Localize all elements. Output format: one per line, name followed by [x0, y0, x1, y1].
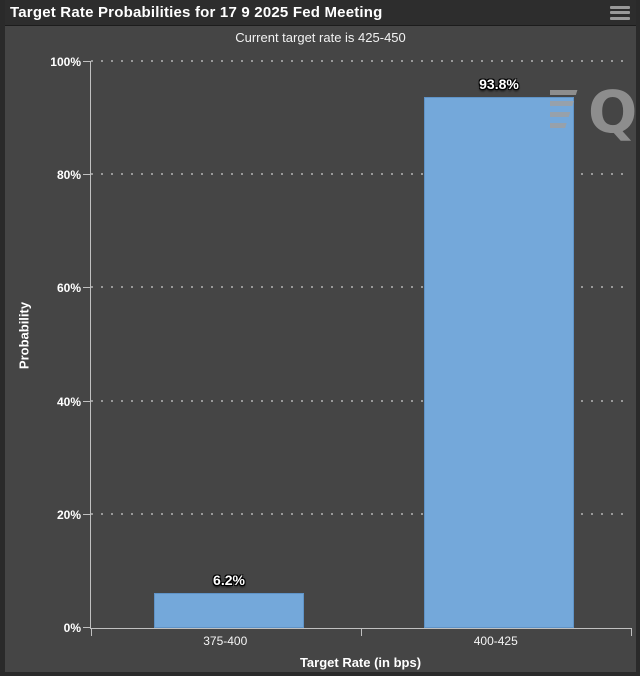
- y-tick-label: 40%: [56, 394, 81, 409]
- y-tick-label: 100%: [50, 55, 81, 69]
- page-title: Target Rate Probabilities for 17 9 2025 …: [10, 4, 383, 21]
- y-axis-title: Probability: [16, 301, 32, 370]
- y-tick-label: 20%: [56, 507, 81, 522]
- y-tick-mark: [83, 627, 91, 628]
- y-tick-mark: [83, 400, 91, 402]
- x-axis-title: Target Rate (in bps): [299, 655, 422, 670]
- y-tick-mark: [83, 174, 91, 176]
- bar-value-label: 93.8%: [479, 76, 519, 93]
- hamburger-menu-icon[interactable]: [610, 5, 630, 20]
- header: Target Rate Probabilities for 17 9 2025 …: [5, 0, 636, 26]
- bar-375-400[interactable]: [154, 592, 304, 628]
- bar-value-label: 6.2%: [213, 571, 245, 588]
- bar-group-400-425: 93.8%: [424, 62, 574, 628]
- y-tick-label: 0%: [63, 621, 81, 635]
- x-tick-labels: 375-400 400-425: [90, 634, 631, 648]
- y-tick-label: 80%: [56, 168, 81, 183]
- y-tick-mark: [83, 287, 91, 289]
- y-tick-mark: [83, 61, 91, 62]
- x-tick-label: 400-425: [473, 634, 518, 648]
- bar-400-425[interactable]: [424, 97, 574, 628]
- x-tick-mark: [361, 628, 362, 636]
- chart-subtitle: Current target rate is 425-450: [235, 30, 406, 45]
- bar-group-375-400: 6.2%: [154, 62, 304, 628]
- x-tick-mark: [91, 628, 92, 636]
- x-tick-label: 375-400: [203, 634, 248, 648]
- x-tick-mark: [631, 628, 632, 636]
- y-tick-label: 60%: [56, 281, 81, 296]
- y-tick-mark: [83, 513, 91, 515]
- plot-area: 0% 20% 40% 60% 80% 100% 6.2% 93.8%: [50, 55, 632, 636]
